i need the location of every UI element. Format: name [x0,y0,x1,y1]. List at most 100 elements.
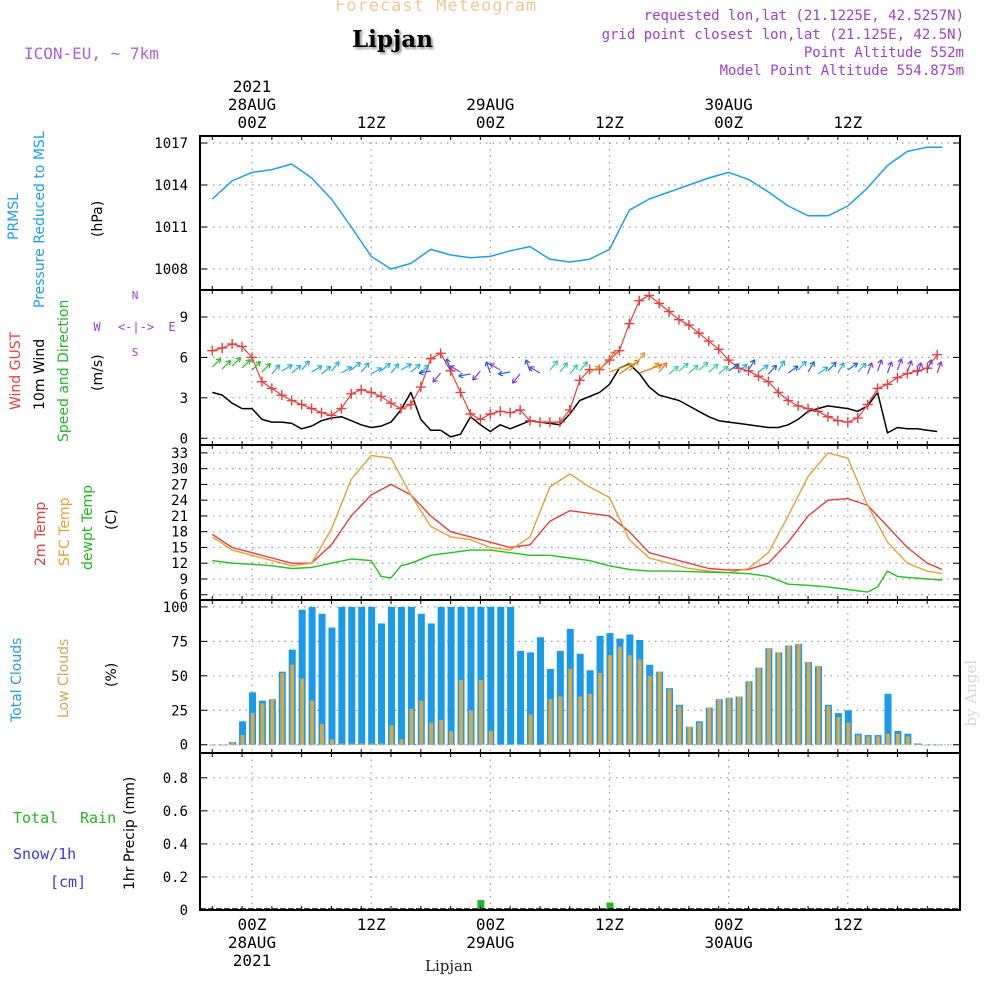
gust-marker [227,338,238,349]
total-cloud-bar [884,693,892,745]
total-cloud-bar [497,606,505,745]
wind-direction-arrow [370,367,382,375]
precip-bar [477,900,485,910]
gust-marker [266,383,277,394]
gust-marker [743,365,754,376]
low-cloud-bar [399,739,404,745]
wind-arrow-head [562,362,569,368]
y-tick-label: 0.4 [163,837,188,853]
gust-marker [366,387,377,398]
wind-direction-arrow [747,359,756,371]
gust-marker [822,411,833,422]
wind-direction-arrow [321,365,332,375]
wind-arrow-head [897,358,904,364]
low-cloud-bar [647,675,652,745]
gust-marker [544,417,555,428]
wind-arrow-head [552,360,559,366]
wind-direction-arrow [445,358,452,371]
wind-arrow-head [839,362,845,368]
temp-dewpt-line [212,549,943,593]
y-tick-label: 27 [171,477,188,493]
y-tick-label: 25 [171,703,188,719]
wind-arrow-head [511,378,518,384]
compass-e-label: E [168,320,175,334]
gust-marker [237,341,248,352]
total-cloud-bar [417,613,425,745]
wind-direction-arrow [589,365,600,374]
y-tick-label: 3 [180,391,188,407]
total-cloud-bar [397,606,405,745]
gust-marker [773,387,784,398]
gust-marker [683,320,694,331]
wind-direction-arrow [658,362,668,373]
gust-marker [932,349,943,360]
y-tick-label: 30 [171,462,188,478]
wind-arrow-head [809,361,815,367]
wind-direction-arrow [609,363,633,373]
wind-arrow-head [393,363,400,369]
wind-arrow-head [741,363,748,370]
gust-marker [832,415,843,426]
y-tick-label: 0 [180,738,188,754]
wind-arrow-head [703,361,709,368]
wind-arrow-head [245,358,252,365]
gust-marker [435,348,446,359]
y-tick-label: 0 [180,431,188,447]
wind-direction-arrow [525,359,531,372]
wind-direction-arrow [549,360,559,371]
low-cloud-bar [747,681,751,745]
wind-direction-arrow [688,364,699,374]
precip-legend-unit: [cm] [50,873,87,891]
low-cloud-bar [270,699,275,745]
wind-arrow-head [406,363,412,369]
wind-direction-arrow [767,364,777,375]
wind-direction-arrow [906,360,913,373]
gust-marker [505,407,516,418]
low-cloud-bar [905,736,910,745]
wind-arrow-head [610,351,616,357]
wind-direction-arrow [251,361,261,371]
gust-marker [852,413,863,424]
total-cloud-bar [388,606,396,745]
wind-direction-arrow [330,361,340,372]
y-tick-label: 12 [171,556,188,572]
y-tick-label: 1008 [154,262,188,278]
wind-arrow-head [927,359,933,365]
wind-arrow-head [489,363,495,369]
gust-marker [386,398,397,409]
low-cloud-bar [796,644,801,745]
total-cloud-bar [358,606,366,745]
wind-direction-arrow [311,365,323,373]
low-cloud-bar [459,679,464,745]
wind-direction-arrow [418,370,431,374]
wind-arrow-head [793,365,799,371]
low-cloud-bar [588,693,593,745]
y-tick-label: 0 [180,903,188,919]
gust-marker [673,314,684,325]
panel-frame [199,752,961,911]
total-cloud-bar [517,651,525,745]
total-cloud-bar [328,627,336,745]
bottom-time-label: 12Z [595,915,624,934]
low-cloud-bar [737,696,742,745]
y-tick-label: 75 [171,634,188,650]
bottom-date-label: 29AUG [466,933,514,952]
bottom-time-label: 12Z [833,915,862,934]
gust-marker [554,417,565,428]
temp-2m-line [211,483,943,571]
gust-marker [495,406,506,417]
low-cloud-bar [310,700,315,745]
wind-direction-arrow [817,366,829,375]
precip-legend-total: Total [13,809,59,827]
low-cloud-bar [528,714,533,745]
wind-direction-arrow [458,373,471,377]
gust-marker [644,290,655,301]
total-cloud-bar [527,652,535,745]
wind-arrow-head [235,356,242,363]
y-tick-label: 9 [180,572,188,588]
gust-marker [207,345,218,356]
low-cloud-bar [816,666,821,745]
low-cloud-bar [578,696,583,745]
